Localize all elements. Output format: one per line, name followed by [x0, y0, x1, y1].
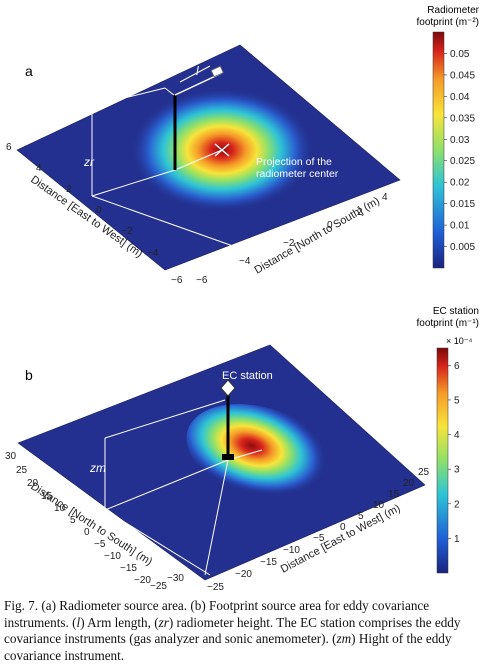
panel-b: b EC station zm 30 25 20: [0, 300, 489, 600]
tick-label: 5: [70, 515, 76, 526]
caption-part: ) Hight of the eddy covariance instrumen…: [4, 631, 452, 663]
annotation-line2: radiometer center: [256, 168, 339, 180]
tick-label: −20: [235, 569, 252, 580]
caption-italic: zm: [336, 631, 352, 647]
caption-part: Fig. 7. (a) Radiometer source area. (b) …: [4, 598, 430, 630]
colorbar-tick-label: 0.015: [450, 199, 475, 210]
colorbar-tick-label: 0.03: [450, 135, 470, 146]
colorbar-title-2: footprint (m⁻¹): [416, 318, 479, 329]
tick-label: −25: [150, 581, 167, 592]
tick-label: −6: [196, 275, 208, 286]
panel-a: a l: [0, 0, 489, 300]
tick-label: 25: [16, 465, 28, 476]
tick-label: −2: [283, 238, 295, 249]
colorbar-tick-label: 0.025: [450, 156, 475, 167]
panel-b-chart: b EC station zm 30 25 20: [5, 306, 479, 593]
tick-label: 4: [36, 163, 42, 174]
colorbar-tick-label: 0.05: [450, 49, 470, 60]
radiometer-height-label: zr: [83, 155, 95, 169]
tick-label: 0: [96, 205, 102, 216]
tick-label: −15: [260, 557, 277, 568]
tick-label: −30: [167, 573, 184, 584]
colorbar-tick-label: 0.035: [450, 113, 475, 124]
tick-label: 4: [382, 192, 388, 203]
tick-label: −4: [147, 248, 159, 259]
tick-label: 20: [27, 478, 39, 489]
radiometer-mast: [173, 65, 224, 170]
tick-label: −5: [94, 539, 106, 550]
colorbar-tick-label: 0.01: [450, 221, 470, 232]
arm-length-label: l: [196, 64, 199, 78]
tick-label: 15: [388, 489, 400, 500]
tick-label: 25: [418, 467, 430, 478]
panel-b-right-ticks: −25 −20 −15 −10 −5 0 5 10 15 20 25: [207, 467, 430, 593]
panel-a-label: a: [25, 63, 33, 79]
tick-label: −6: [171, 275, 183, 286]
ec-station-mast: [220, 379, 236, 460]
tick-label: 20: [403, 478, 415, 489]
tick-label: −5: [313, 533, 325, 544]
ec-station-label: EC station: [222, 370, 273, 382]
tick-label: 0: [340, 522, 346, 533]
panel-b-colorbar: EC station footprint (m⁻¹) × 10⁻⁴ 1 2 3 4 5 6: [416, 306, 479, 574]
tick-label: 0: [327, 220, 333, 231]
panel-a-right-ticks: −6 −4 −2 0 2 4: [196, 192, 388, 286]
tick-label: 5: [358, 511, 364, 522]
tick-label: −15: [120, 563, 137, 574]
panel-a-left-ticks: 6 4 2 0 −2 −4 −6: [6, 142, 183, 286]
tick-label: 2: [66, 184, 72, 195]
caption-part: ) Arm length, (: [80, 614, 159, 630]
colorbar-tick-label: 0.02: [450, 178, 470, 189]
ec-height-label: zm: [89, 461, 106, 475]
colorbar-bar: [436, 347, 449, 574]
panel-a-guides: [91, 87, 296, 269]
colorbar-title-1: EC station: [433, 306, 479, 317]
figure-caption: Fig. 7. (a) Radiometer source area. (b) …: [4, 598, 485, 664]
colorbar-bar: [432, 31, 445, 269]
tick-label: −25: [207, 582, 224, 593]
tick-label: 10: [373, 500, 385, 511]
colorbar-tick-label: 5: [454, 395, 460, 406]
radiometer-icon: [210, 65, 224, 78]
colorbar-tick-label: 4: [454, 430, 460, 441]
caption-italic: l: [76, 614, 81, 630]
tick-label: −10: [283, 545, 300, 556]
caption-italic: zr: [158, 614, 169, 630]
colorbar-title-2: footprint (m⁻²): [416, 17, 479, 28]
colorbar-tick-label: 1: [454, 534, 460, 545]
tick-label: 10: [54, 503, 66, 514]
panel-b-label: b: [25, 367, 33, 383]
colorbar-tick-label: 0.04: [450, 92, 470, 103]
tick-label: 30: [5, 451, 17, 462]
colorbar-title-1: Radiometer: [427, 5, 479, 16]
tick-label: −4: [239, 256, 251, 267]
colorbar-tick-label: 2: [454, 499, 460, 510]
panel-a-chart: a l: [6, 5, 480, 286]
panel-a-colorbar: Radiometer footprint (m⁻²) 0.005 0.01 0.01…: [416, 5, 480, 269]
tick-label: 0: [84, 527, 90, 538]
ec-station-icon: [220, 379, 236, 397]
tick-label: 6: [6, 142, 12, 153]
annotation-line1: Projection of the: [256, 156, 332, 168]
colorbar-tick-label: 0.005: [450, 242, 475, 253]
colorbar-tick-label: 0.045: [450, 70, 475, 81]
tick-label: −10: [104, 551, 121, 562]
tick-label: 2: [357, 207, 363, 218]
colorbar-tick-label: 3: [454, 465, 460, 476]
tick-label: −2: [121, 226, 133, 237]
tick-label: −20: [134, 575, 151, 586]
center-cross-icon: [214, 143, 230, 157]
colorbar-tick-label: 6: [454, 361, 460, 372]
panel-b-left-ticks: 30 25 20 15 10 5 0 −5 −10 −15 −20 −25 −3…: [5, 451, 184, 592]
tick-label: 15: [41, 491, 53, 502]
caption-part: ) radiometer height. The EC station comp…: [4, 614, 461, 647]
colorbar-multiplier: × 10⁻⁴: [446, 336, 473, 346]
